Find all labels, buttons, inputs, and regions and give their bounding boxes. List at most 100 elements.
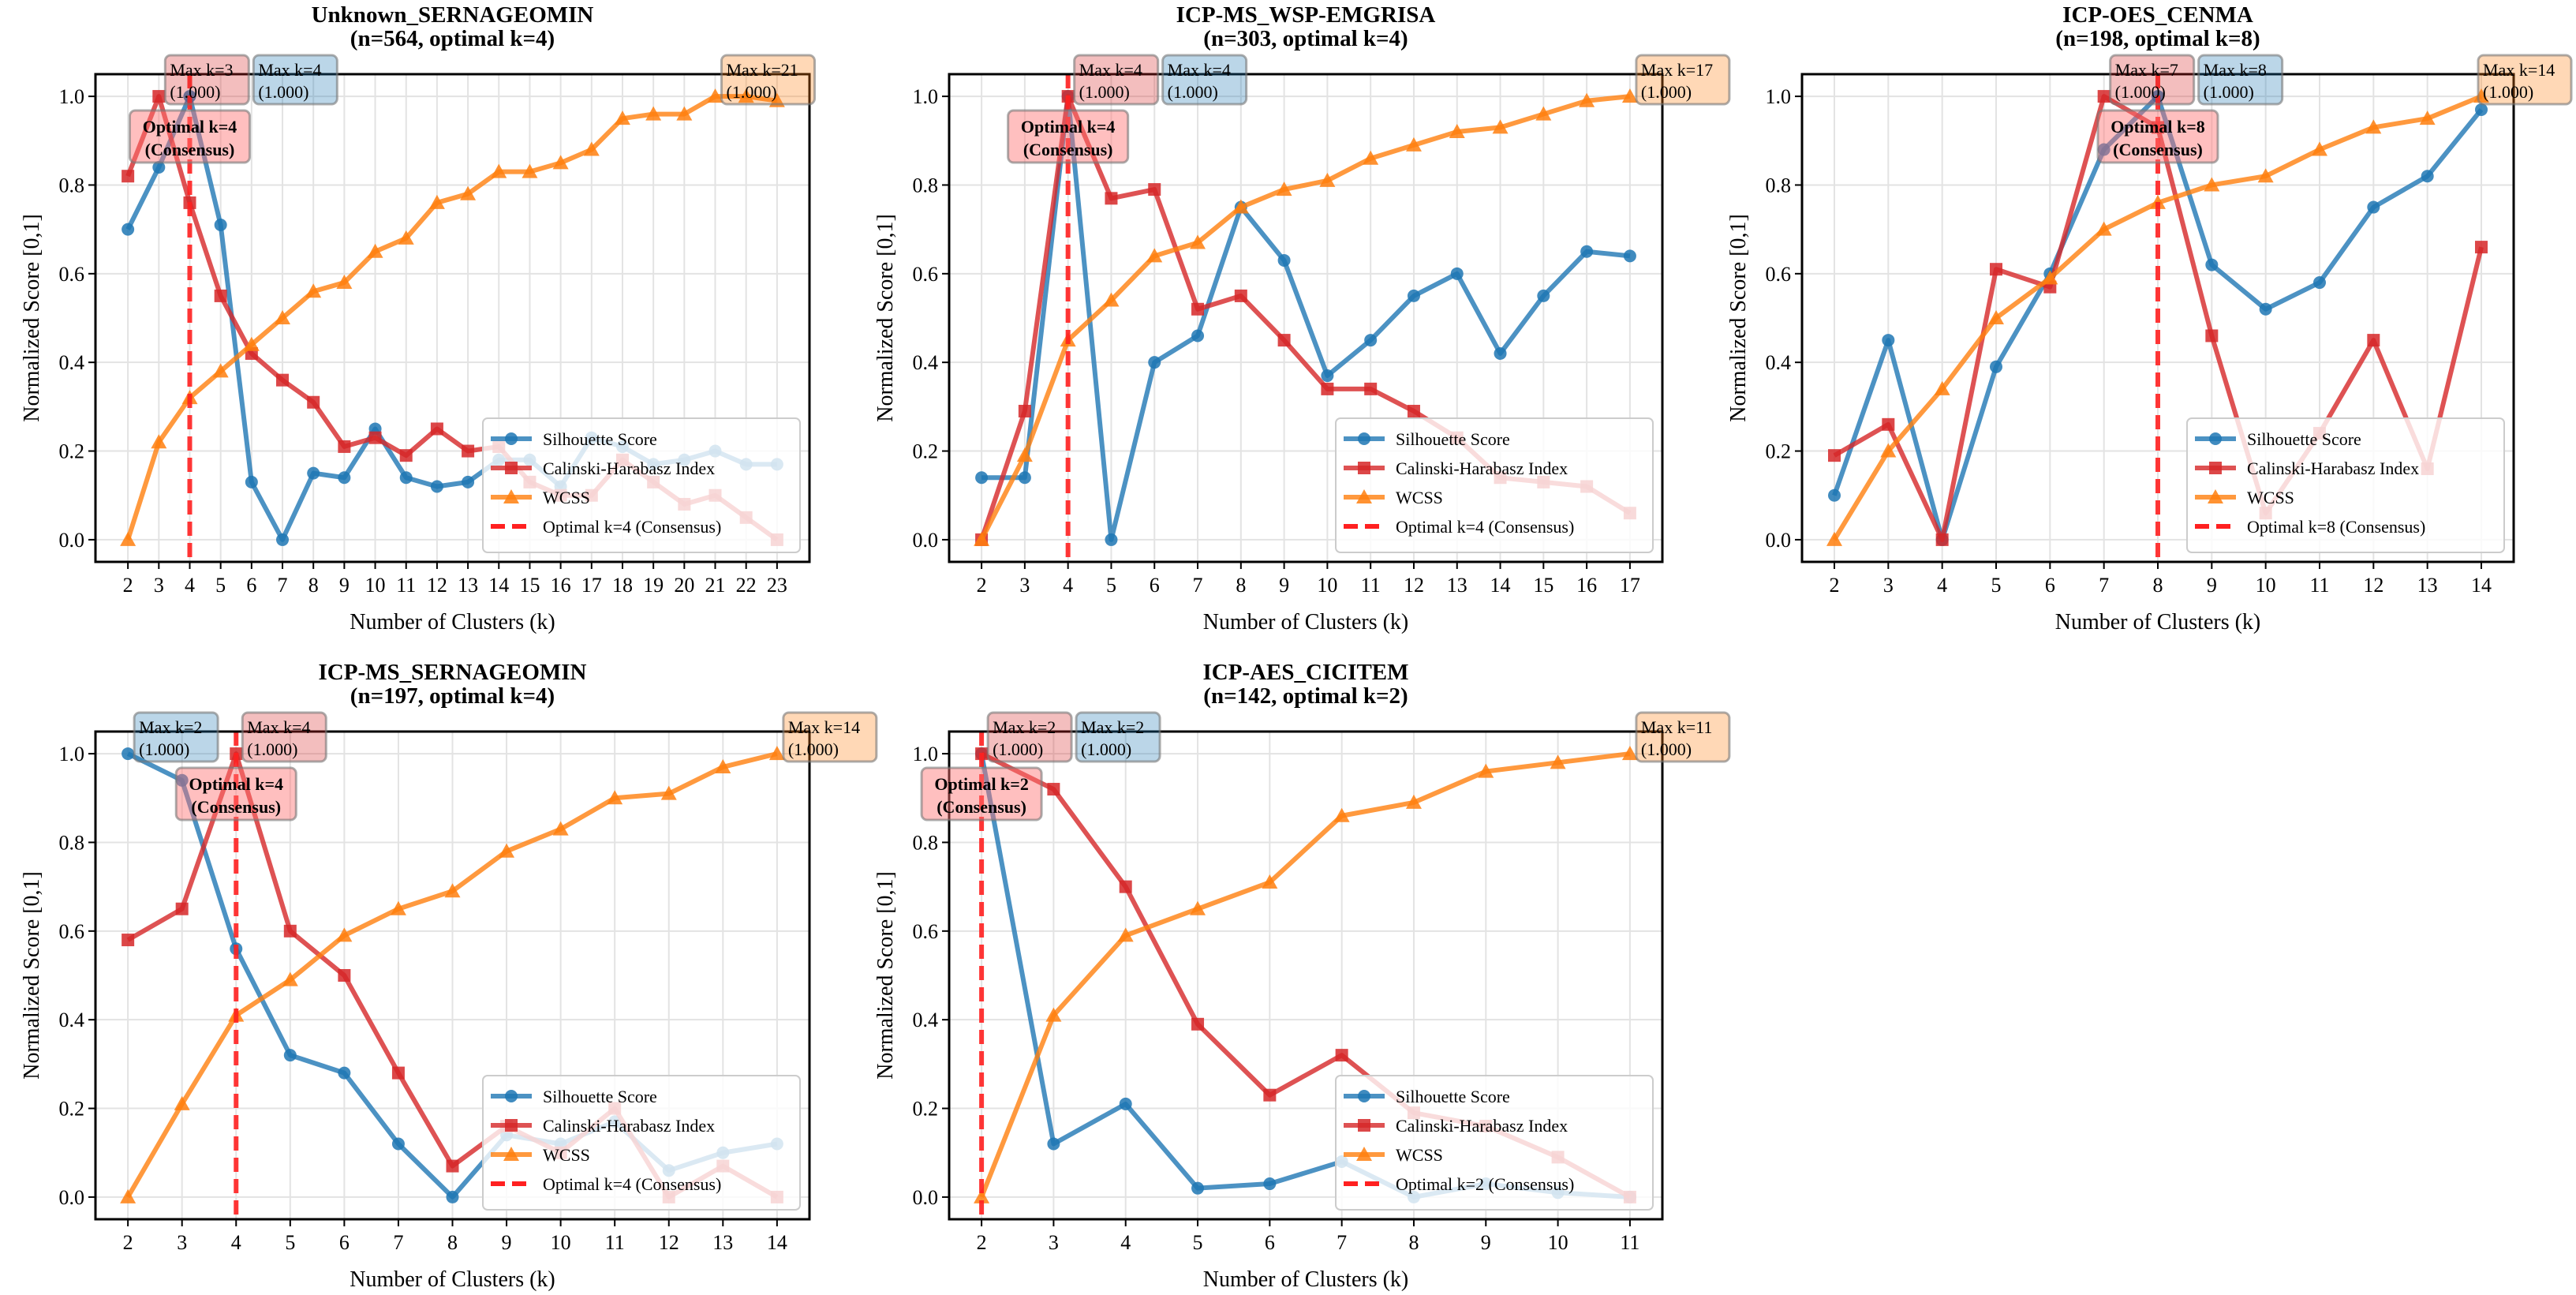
- max-annotation-box: [1635, 711, 1731, 763]
- x-tick-label: 15: [519, 574, 540, 597]
- wcss-point: [1016, 447, 1033, 462]
- max-annotation-box: [1075, 711, 1161, 763]
- x-tick-label: 3: [177, 1231, 187, 1254]
- wcss-point: [120, 531, 136, 546]
- wcss-point: [460, 185, 477, 200]
- calinski_harabasz-point: [338, 969, 351, 982]
- legend-marker-wcss: [1356, 489, 1372, 503]
- optimal-annotation: Optimal k=4 (Consensus): [174, 766, 297, 822]
- x-tick-label: 6: [2045, 574, 2055, 597]
- y-tick-label: 0.8: [59, 174, 85, 196]
- silhouette-point: [214, 219, 227, 232]
- y-tick-label: 0.0: [913, 529, 939, 552]
- legend-label: WCSS: [2247, 488, 2294, 507]
- optimal-annotation-box: [128, 109, 251, 164]
- wcss-line: [125, 94, 778, 541]
- silhouette-point: [2205, 258, 2219, 271]
- calinski_harabasz-point: [276, 373, 290, 387]
- wcss-point: [1190, 234, 1206, 249]
- wcss-point: [390, 900, 406, 915]
- legend-label: Silhouette Score: [1396, 1087, 1510, 1106]
- x-tick-label: 19: [643, 574, 664, 597]
- optimal-annotation-label: Optimal k=2: [934, 774, 1029, 794]
- legend-label: Optimal k=4 (Consensus): [1396, 517, 1574, 537]
- optimal-annotation-label: Optimal k=8: [2111, 117, 2205, 137]
- wcss-point: [707, 88, 723, 103]
- max-annotation-box: [2477, 54, 2573, 106]
- silhouette-point: [1321, 369, 1334, 383]
- x-tick-label: 6: [339, 1231, 350, 1254]
- x-tick-label: 11: [2309, 574, 2329, 597]
- calinski_harabasz-point: [1191, 1017, 1205, 1031]
- wcss-point: [522, 163, 538, 178]
- x-axis-label: Number of Clusters (k): [1203, 610, 1409, 634]
- optimal-annotation-sub: (Consensus): [2113, 140, 2203, 159]
- wcss-point: [1117, 927, 1134, 942]
- legend-label: Silhouette Score: [543, 429, 657, 449]
- max-annotation-box: [252, 54, 338, 106]
- subplot-title: Unknown_SERNAGEOMIN: [312, 2, 594, 28]
- optimal-annotation-sub: (Consensus): [191, 797, 281, 817]
- subplot-3: ICP-OES_CENMA(n=198, optimal k=8) 2 3 4 5 6 7 8…: [1726, 2, 2573, 634]
- subplot-4: ICP-MS_SERNAGEOMIN(n=197, optimal k=4) 2 3…: [20, 660, 878, 1292]
- legend-label: WCSS: [1396, 1145, 1443, 1165]
- silhouette-point: [175, 773, 189, 787]
- wcss-point: [2042, 270, 2058, 285]
- wcss-point: [1579, 92, 1595, 107]
- optimal-annotation: Optimal k=8 (Consensus): [2096, 109, 2219, 164]
- max-annotation-calinski_harabasz: Max k=4(1.000): [1073, 54, 1160, 106]
- wcss-point: [1535, 106, 1552, 121]
- y-tick-label: 0.2: [913, 440, 939, 463]
- y-tick-label: 1.0: [59, 85, 85, 108]
- x-tick-label: 5: [285, 1231, 295, 1254]
- legend-box: [482, 417, 801, 553]
- legend-box: [482, 1075, 801, 1211]
- x-tick-label: 16: [1576, 574, 1597, 597]
- silhouette-point: [1148, 356, 1161, 369]
- subplot-subtitle: (n=198, optimal k=8): [2055, 26, 2260, 51]
- x-tick-label: 9: [1279, 574, 1289, 597]
- silhouette-point: [122, 747, 135, 761]
- max-annotation-label: Max k=2: [139, 717, 202, 737]
- silhouette-point: [2421, 170, 2434, 183]
- wcss-point: [2365, 119, 2382, 134]
- calinski_harabasz-point: [1935, 533, 1949, 546]
- subplot-2: ICP-MS_WSP-EMGRISA(n=303, optimal k=4) 2 3…: [873, 2, 1731, 634]
- legend: Silhouette Score Calinski-Harabasz Index W…: [1335, 1075, 1654, 1211]
- x-tick-label: 8: [1236, 574, 1246, 597]
- legend-marker-silhouette: [505, 1090, 518, 1102]
- silhouette-point: [1105, 533, 1118, 546]
- max-annotation-box: [2109, 54, 2196, 106]
- max-annotation-value: (1.000): [1079, 82, 1130, 102]
- calinski_harabasz-point: [1047, 783, 1060, 796]
- legend-marker-wcss: [503, 489, 519, 503]
- wcss-point: [974, 1188, 990, 1203]
- legend: Silhouette Score Calinski-Harabasz Index W…: [482, 417, 801, 553]
- legend-label: Silhouette Score: [543, 1087, 657, 1106]
- max-annotation-silhouette: Max k=2(1.000): [1075, 711, 1161, 763]
- calinski_harabasz-point: [1882, 417, 1895, 431]
- legend-marker-silhouette: [1358, 432, 1370, 445]
- silhouette-point: [1191, 1181, 1205, 1195]
- x-tick-label: 4: [185, 574, 195, 597]
- subplot-subtitle: (n=564, optimal k=4): [350, 26, 555, 51]
- wcss-point: [1103, 292, 1120, 307]
- silhouette-point: [430, 480, 443, 493]
- optimal-annotation-label: Optimal k=4: [143, 117, 237, 137]
- wcss-point: [974, 531, 990, 546]
- legend-marker-calinski_harabasz: [1358, 1119, 1370, 1132]
- calinski_harabasz-point: [1828, 449, 1841, 462]
- silhouette-point: [1263, 1177, 1277, 1191]
- y-tick-label: 0.2: [59, 1098, 85, 1121]
- x-tick-label: 13: [1447, 574, 1467, 597]
- wcss-point: [367, 243, 383, 258]
- legend-marker-silhouette: [505, 432, 518, 445]
- optimal-annotation-box: [920, 766, 1043, 822]
- silhouette-point: [122, 223, 135, 236]
- wcss-point: [1146, 248, 1163, 263]
- max-annotation-value: (1.000): [1081, 739, 1131, 759]
- max-annotation-label: Max k=3: [170, 60, 233, 80]
- silhouette-point: [1494, 346, 1507, 360]
- max-annotation-silhouette: Max k=4(1.000): [1161, 54, 1248, 106]
- legend-label: Silhouette Score: [1396, 429, 1510, 449]
